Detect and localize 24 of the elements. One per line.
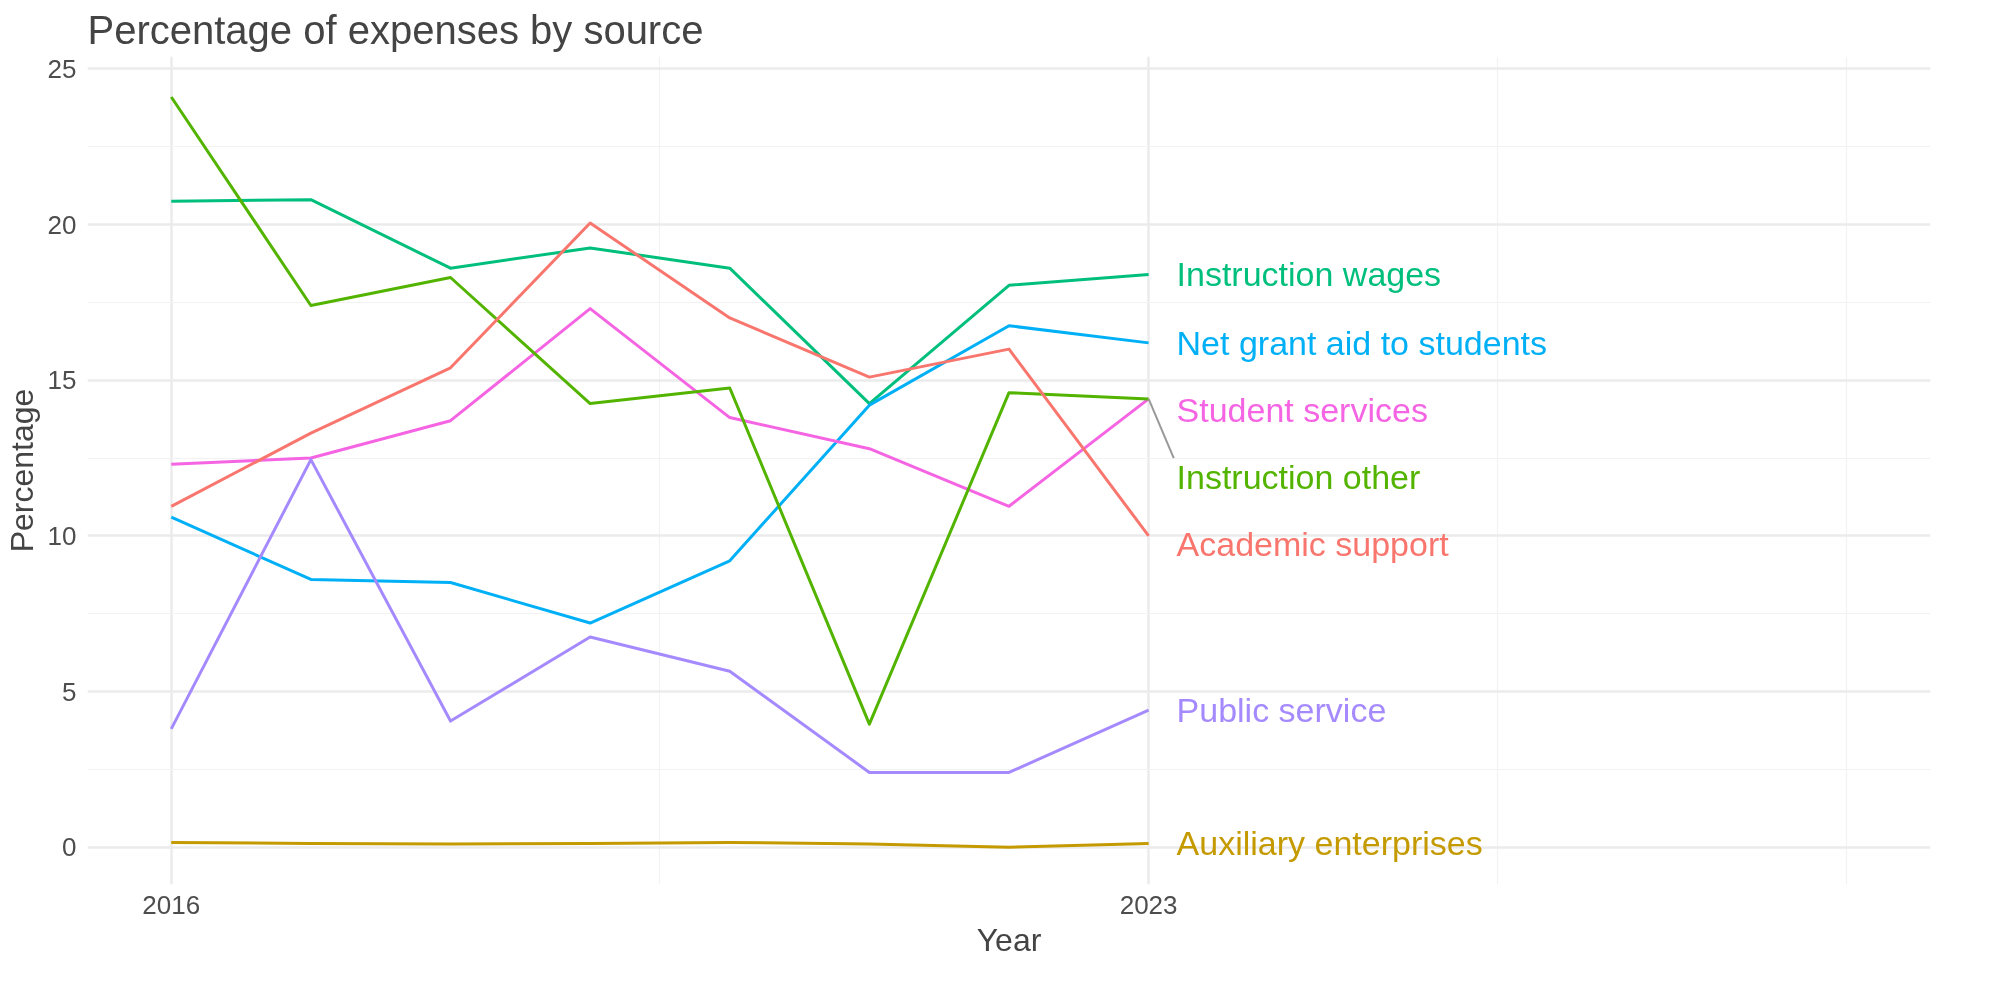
line-series <box>169 95 1151 726</box>
series-label: Public service <box>1176 691 1387 730</box>
line-series <box>169 458 1151 774</box>
y-tick-label: 20 <box>47 209 77 240</box>
x-axis-title: Year <box>976 921 1042 958</box>
series-label: Instruction wages <box>1176 255 1442 294</box>
y-axis-title: Percentage <box>3 388 40 553</box>
x-tick-label: 2023 <box>1119 889 1178 920</box>
y-tick-label: 15 <box>47 365 77 396</box>
y-tick-label: 0 <box>62 832 77 863</box>
series-label: Instruction other <box>1176 457 1421 496</box>
y-tick-label: 5 <box>62 676 77 707</box>
x-tick-label: 2016 <box>142 889 201 920</box>
series-label: Student services <box>1176 390 1428 429</box>
series-label: Auxiliary enterprises <box>1176 824 1483 863</box>
y-tick-label: 25 <box>47 53 77 84</box>
line-series <box>169 221 1151 538</box>
series-label: Academic support <box>1176 524 1450 563</box>
line-series <box>169 198 1151 406</box>
y-tick-label: 10 <box>47 520 77 551</box>
chart-title: Percentage of expenses by source <box>87 7 704 52</box>
series-label: Net grant aid to students <box>1176 323 1547 362</box>
line-series <box>169 307 1151 508</box>
line-series <box>169 324 1151 625</box>
